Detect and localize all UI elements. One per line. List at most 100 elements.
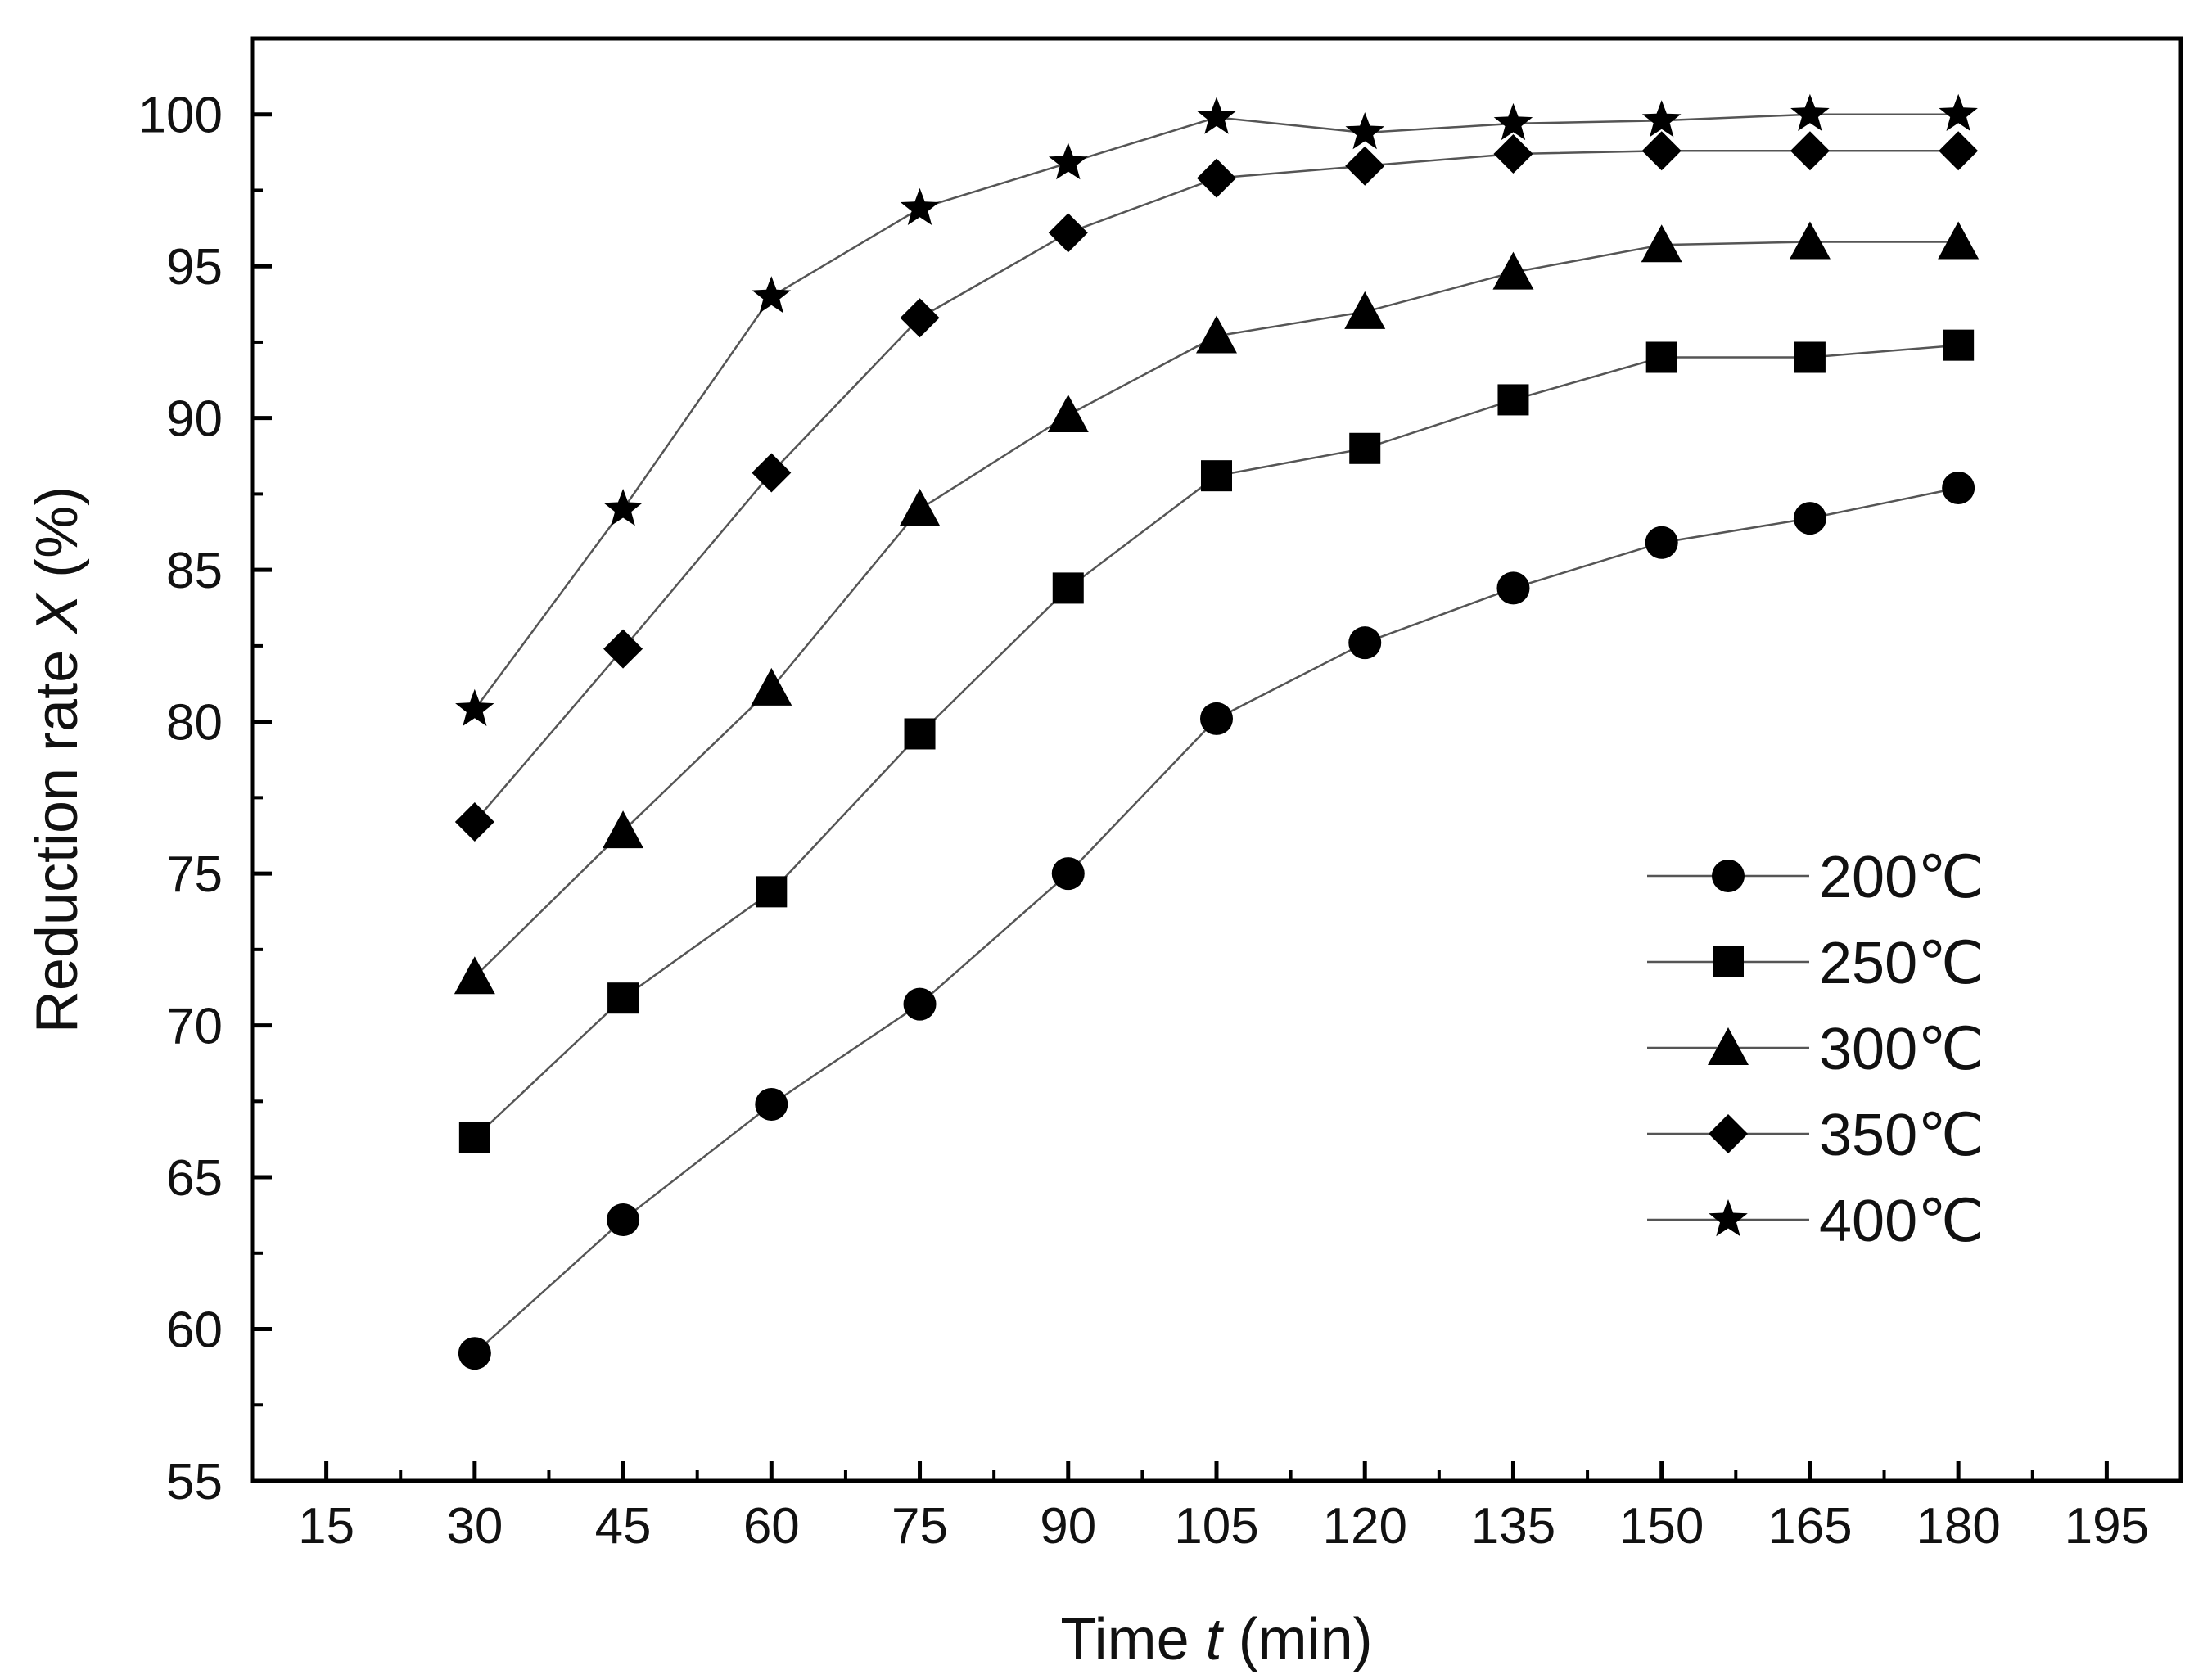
plot-frame: [250, 36, 2183, 1483]
data-point: [1942, 472, 1975, 505]
data-point: [1492, 251, 1534, 290]
data-point: [1345, 112, 1384, 150]
series-4: [455, 93, 1978, 726]
legend-item: 400℃: [1647, 1189, 1984, 1254]
data-point: [1348, 626, 1382, 660]
data-point: [1344, 291, 1386, 329]
data-point: [1496, 571, 1530, 605]
y-tick-label: 55: [166, 1454, 223, 1510]
x-tick-label: 15: [298, 1498, 354, 1555]
x-axis-ticks: 15 30 45 60 75 90 105 120 135 150 165 180 195: [298, 1461, 2149, 1555]
data-point: [454, 956, 495, 995]
data-point: [1641, 100, 1682, 138]
data-point: [1493, 133, 1533, 174]
data-point: [1196, 315, 1237, 354]
y-tick-label: 100: [138, 88, 223, 144]
data-point: [1049, 142, 1088, 180]
x-tick-label: 90: [1040, 1498, 1096, 1555]
data-point: [1790, 93, 1830, 131]
y-tick-label: 70: [166, 999, 223, 1055]
data-point: [454, 802, 494, 842]
series-1: [458, 329, 1975, 1153]
x-tick-label: 30: [446, 1498, 503, 1555]
data-point: [903, 987, 937, 1021]
data-point: [1789, 221, 1831, 260]
data-point: [1048, 213, 1088, 253]
data-point: [458, 1122, 490, 1153]
data-point: [1943, 329, 1975, 361]
series-layer: [454, 93, 1980, 1370]
legend-marker: [1709, 1114, 1748, 1153]
data-point: [900, 298, 940, 338]
data-point: [1645, 526, 1678, 559]
legend-item: 350℃: [1647, 1103, 1984, 1168]
data-point: [1641, 224, 1682, 263]
legend-item: 250℃: [1647, 931, 1984, 996]
data-point: [1052, 572, 1084, 604]
data-point: [603, 810, 644, 849]
data-point: [1794, 341, 1826, 373]
legend-label: 300℃: [1819, 1017, 1984, 1082]
legend-label: 200℃: [1819, 845, 1984, 910]
legend-marker: [1713, 946, 1744, 977]
legend-marker: [1708, 1027, 1749, 1065]
data-point: [904, 718, 936, 750]
data-point: [603, 489, 643, 526]
data-point: [1641, 131, 1682, 171]
x-axis-title: Time t (min): [1060, 1607, 1372, 1672]
x-tick-label: 45: [595, 1498, 652, 1555]
x-tick-label: 120: [1323, 1498, 1407, 1555]
data-point: [455, 688, 494, 726]
legend-label: 250℃: [1819, 931, 1984, 996]
legend-label: 400℃: [1819, 1189, 1984, 1254]
series-line: [473, 113, 1959, 711]
data-point: [1939, 93, 1978, 131]
x-tick-label: 195: [2065, 1498, 2149, 1555]
data-point: [1939, 131, 1979, 171]
data-point: [899, 488, 941, 526]
y-tick-label: 95: [166, 239, 223, 296]
x-tick-label: 180: [1916, 1498, 2000, 1555]
legend-marker: [1712, 860, 1745, 892]
data-point: [756, 876, 788, 908]
data-point: [751, 667, 792, 706]
data-point: [1790, 131, 1830, 171]
data-point: [900, 187, 940, 225]
data-point: [1201, 460, 1232, 492]
data-point: [755, 1088, 788, 1122]
y-axis-ticks: 55 60 65 70 75 80 85 90 95 100: [138, 37, 272, 1510]
y-tick-label: 80: [166, 695, 223, 751]
y-axis-title: Reduction rate X (%): [25, 486, 90, 1033]
series-2: [454, 221, 1980, 995]
data-point: [1047, 394, 1089, 432]
x-tick-label: 150: [1619, 1498, 1704, 1555]
data-point: [1493, 102, 1533, 141]
y-tick-label: 85: [166, 543, 223, 599]
legend-label: 350℃: [1819, 1103, 1984, 1168]
legend: 200℃ 250℃ 300℃ 350℃ 400℃: [1647, 845, 1984, 1254]
data-point: [752, 276, 792, 314]
x-tick-label: 165: [1767, 1498, 1852, 1555]
x-tick-label: 135: [1471, 1498, 1555, 1555]
data-point: [1197, 158, 1236, 198]
legend-item: 300℃: [1647, 1017, 1984, 1082]
data-point: [1938, 221, 1980, 260]
data-point: [1051, 857, 1085, 891]
data-point: [458, 1337, 491, 1370]
series-3: [454, 131, 1979, 842]
legend-item: 200℃: [1647, 845, 1984, 910]
data-point: [603, 629, 643, 669]
data-point: [1349, 432, 1381, 464]
y-tick-label: 65: [166, 1150, 223, 1207]
legend-marker: [1709, 1199, 1748, 1237]
data-point: [1497, 384, 1529, 416]
data-point: [752, 453, 792, 493]
x-tick-label: 105: [1174, 1498, 1258, 1555]
data-point: [1345, 146, 1385, 186]
data-point: [1200, 702, 1233, 735]
data-point: [1645, 341, 1677, 373]
x-tick-label: 75: [892, 1498, 948, 1555]
data-point: [607, 982, 639, 1014]
data-point: [607, 1203, 640, 1236]
